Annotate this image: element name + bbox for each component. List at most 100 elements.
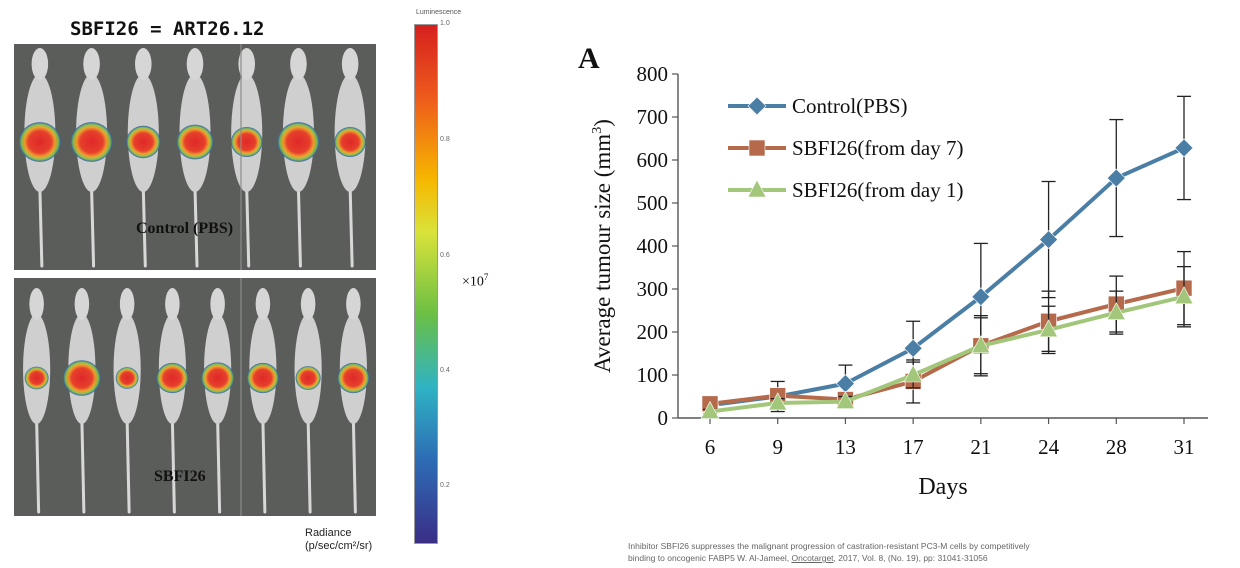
data-point: [1039, 230, 1058, 249]
mouse-tail: [170, 418, 176, 514]
data-point: [836, 374, 855, 394]
mouse-head: [341, 48, 359, 80]
mouse-tail: [306, 418, 312, 514]
citation: Inhibitor SBFI26 suppresses the malignan…: [628, 540, 1030, 564]
scale-tick: 0.6: [440, 252, 450, 259]
panel-letter: A: [578, 42, 600, 75]
radiance-unit: (p/sec/cm²/sr): [305, 540, 373, 552]
series-1: [701, 250, 1193, 413]
mouse-head: [238, 48, 255, 80]
mouse-head: [300, 288, 316, 320]
mouse: [156, 288, 189, 514]
y-tick-label: 500: [637, 191, 669, 215]
citation-line-1: Inhibitor SBFI26 suppresses the malignan…: [628, 541, 1030, 551]
mouse-tail: [261, 418, 267, 514]
data-point: [1106, 168, 1126, 188]
bioluminescence-signal: [295, 366, 321, 390]
mouse: [23, 288, 51, 514]
legend: Control(PBS) SBFI26(from day 7) SBFI26(fro…: [728, 94, 964, 202]
bioluminescence-signal: [24, 366, 49, 390]
legend-marker: [747, 96, 767, 116]
scale-tick: 0.4: [440, 367, 450, 374]
scale-tick: 0.8: [440, 136, 450, 143]
y-tick-label: 0: [658, 406, 669, 430]
control-panel-label: Control (PBS): [136, 220, 234, 237]
bioluminescence-signal: [201, 362, 235, 394]
mouse: [126, 48, 161, 268]
mouse-tail: [141, 186, 147, 268]
legend-marker: [747, 179, 767, 198]
image-seam: [240, 278, 242, 516]
mouse-head: [29, 288, 44, 320]
legend-label: SBFI26(from day 7): [792, 136, 964, 160]
mouse-head: [186, 48, 204, 80]
mouse-head: [210, 288, 225, 320]
y-tick-label: 600: [637, 148, 669, 172]
mouse-tail: [80, 418, 86, 514]
legend-label: SBFI26(from day 1): [792, 178, 964, 202]
series-line: [709, 286, 1185, 406]
x-tick-label: 21: [970, 435, 991, 459]
bioluminescence-signal: [63, 360, 101, 396]
mouse: [113, 288, 141, 514]
bioluminescence-signal: [337, 362, 370, 394]
bioluminescence-signal: [176, 124, 214, 160]
series-2: [700, 265, 1194, 419]
mouse-tail: [125, 418, 131, 514]
control-imaging-panel: Control (PBS): [14, 44, 376, 270]
y-tick-label: 400: [637, 234, 669, 258]
mouse-head: [135, 48, 152, 80]
y-tick-label: 100: [637, 363, 669, 387]
bioluminescence-signal: [70, 122, 113, 162]
sbfi26-imaging-panel: SBFI26: [14, 278, 376, 516]
sbfi26-mice-image: [23, 288, 370, 514]
mouse: [176, 48, 214, 268]
mouse-head: [119, 288, 135, 320]
mouse-tail: [90, 186, 96, 268]
mouse: [337, 288, 370, 514]
citation-line-2: binding to oncogenic FABP5 W. Al-Jameel,…: [628, 553, 988, 563]
mouse-head: [346, 288, 361, 320]
bioluminescence-signal: [115, 367, 139, 389]
radiance-label: Radiance (p/sec/cm²/sr): [305, 527, 372, 553]
bioluminescence-signal: [246, 362, 279, 394]
mouse-tail: [351, 418, 357, 514]
mouse-tail: [348, 186, 354, 268]
scale-tick: 0.2: [440, 482, 450, 489]
data-point: [971, 335, 991, 354]
control-mice-image: [18, 48, 366, 268]
scale-header: Luminescence: [416, 9, 462, 16]
data-point: [1174, 286, 1194, 305]
tumour-growth-chart: A 0 100 200 300 400 500 600 700 800 6 9 13 17 21 24 28 31…: [578, 42, 1208, 500]
bioluminescence-signal: [230, 127, 263, 157]
mouse: [294, 288, 322, 514]
legend-marker: [748, 139, 766, 157]
mouse: [18, 48, 61, 268]
x-tick-label: 6: [705, 435, 716, 459]
mouse-head: [165, 288, 180, 320]
mouse-tail: [216, 418, 222, 514]
legend-label: Control(PBS): [792, 94, 908, 118]
mouse: [334, 48, 366, 268]
y-tick-label: 800: [637, 62, 669, 86]
y-tick-label: 300: [637, 277, 669, 301]
bioluminescence-signal: [126, 125, 161, 159]
scale-multiplier: ×107: [462, 272, 489, 290]
mouse-tail: [296, 186, 302, 268]
mouse-head: [255, 288, 271, 320]
x-tick-label: 24: [1038, 435, 1060, 459]
data-point: [768, 392, 788, 411]
x-axis-label: Days: [918, 474, 967, 500]
bioluminescence-signal: [18, 122, 61, 162]
mouse: [277, 48, 320, 268]
mouse-head: [74, 288, 90, 320]
x-tick-label: 28: [1106, 435, 1127, 459]
data-point: [700, 400, 720, 419]
x-tick-label: 31: [1174, 435, 1195, 459]
radiance-title: Radiance: [305, 527, 352, 539]
data-point: [971, 287, 991, 307]
mouse: [70, 48, 113, 268]
y-tick-label: 200: [637, 320, 669, 344]
mouse-head: [290, 48, 307, 80]
data-point: [1106, 302, 1126, 320]
